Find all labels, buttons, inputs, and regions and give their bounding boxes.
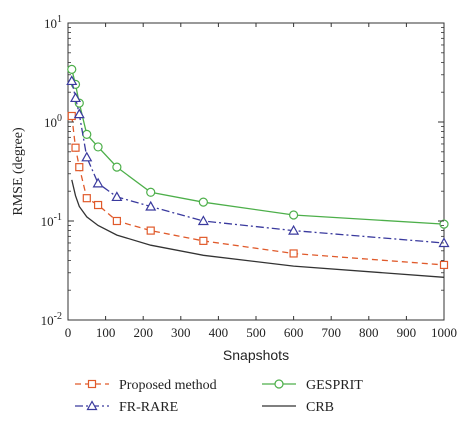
data-point-proposed-method [93, 200, 103, 210]
series-line-gesprit [71, 69, 445, 225]
legend-label-proposed-method: Proposed method [119, 378, 217, 393]
x-axis-label: Snapshots [223, 347, 289, 363]
legend-marker-gesprit [274, 379, 284, 389]
data-point-proposed-method [82, 194, 91, 203]
legend-item-crb: CRB [262, 400, 334, 415]
data-point-fr-rare [438, 237, 450, 248]
legend-marker-proposed-method [87, 379, 97, 389]
legend-label-crb: CRB [306, 400, 334, 415]
x-tick-label: 1000 [431, 325, 457, 340]
series-line-crb [71, 179, 445, 278]
x-tick-label: 800 [359, 325, 379, 340]
x-tick-label: 100 [96, 325, 116, 340]
series-gesprit [67, 64, 449, 229]
plot-frame [67, 22, 445, 321]
x-tick-label: 600 [284, 325, 304, 340]
data-point-fr-rare [197, 215, 209, 226]
data-point-gesprit [439, 219, 449, 229]
data-point-proposed-method [71, 143, 80, 152]
y-tick-label: 100 [44, 113, 62, 130]
series-line-fr-rare [71, 80, 445, 244]
data-point-proposed-method [146, 226, 155, 235]
legend-item-fr-rare: FR-RARE [75, 400, 178, 415]
data-point-proposed-method [112, 216, 121, 226]
axis-layer: 0 100 200 300 400 500 600 700 800 900 1000 10-2 10-1… [41, 14, 457, 340]
data-point-gesprit [67, 64, 77, 74]
data-point-gesprit [93, 142, 103, 152]
x-tick-label: 400 [209, 325, 229, 340]
data-point-fr-rare [92, 177, 104, 188]
legend-item-gesprit: GESPRIT [262, 378, 363, 393]
data-point-proposed-method [67, 111, 76, 121]
data-point-proposed-method [289, 249, 298, 258]
data-point-fr-rare [111, 191, 123, 202]
data-point-fr-rare [73, 108, 85, 119]
y-axis-label: RMSE (degree) [11, 127, 26, 216]
legend: Proposed method GESPRIT FR-RARE CRB [75, 378, 363, 415]
x-tick-label: 700 [321, 325, 341, 340]
series-crb [71, 179, 445, 278]
data-point-proposed-method [75, 163, 84, 172]
data-point-gesprit [146, 187, 156, 197]
series-fr-rare [66, 75, 450, 248]
data-point-gesprit [82, 129, 92, 139]
data-point-gesprit [112, 162, 122, 172]
y-tick-label: 10-1 [41, 212, 62, 229]
data-point-fr-rare [145, 200, 157, 211]
data-point-proposed-method [199, 236, 208, 245]
y-tick-label: 10-2 [41, 311, 62, 328]
legend-label-gesprit: GESPRIT [306, 378, 363, 393]
x-tick-label: 300 [171, 325, 191, 340]
data-point-gesprit [198, 197, 208, 207]
legend-marker-fr-rare [86, 400, 98, 411]
legend-item-proposed-method: Proposed method [75, 378, 217, 393]
series-proposed-method [67, 111, 449, 270]
data-point-fr-rare [66, 75, 78, 86]
x-tick-label: 900 [397, 325, 417, 340]
x-tick-label: 0 [65, 325, 72, 340]
data-point-fr-rare [69, 92, 82, 103]
x-tick-label: 200 [133, 325, 153, 340]
legend-label-fr-rare: FR-RARE [119, 400, 178, 415]
plot-area [67, 22, 445, 321]
data-point-fr-rare [288, 224, 300, 235]
data-point-fr-rare [81, 151, 93, 162]
series-layer [66, 64, 450, 278]
data-point-proposed-method [439, 260, 449, 270]
data-point-gesprit [289, 210, 299, 220]
y-tick-label: 101 [44, 14, 62, 31]
series-line-proposed-method [71, 115, 445, 266]
x-tick-label: 500 [246, 325, 266, 340]
